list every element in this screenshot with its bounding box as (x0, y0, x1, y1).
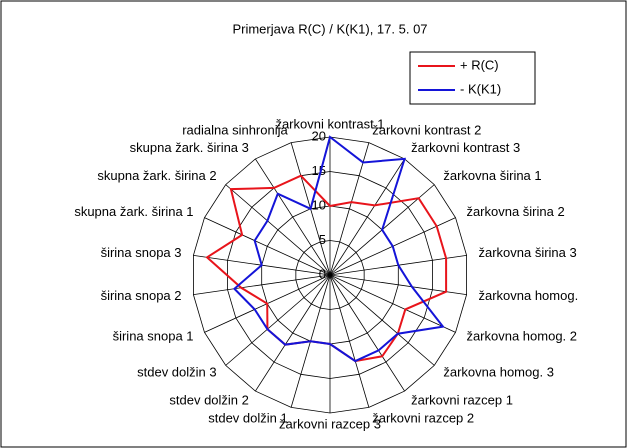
spoke (329, 274, 405, 392)
r-tick-label: 5 (319, 232, 326, 247)
spoke (193, 274, 331, 296)
legend-label: + R(C) (460, 57, 499, 72)
category-label: širina snopa 1 (113, 329, 194, 344)
category-label: žarkovna homog. 3 (443, 365, 554, 380)
category-label: skupna žark. širina 2 (97, 168, 216, 183)
series-line (232, 135, 445, 363)
spoke (225, 184, 331, 276)
category-label: stdev dolžin 1 (208, 410, 288, 425)
spoke (255, 158, 331, 276)
category-label: žarkovna širina 2 (466, 204, 564, 219)
category-label: žarkovni razcep 3 (279, 416, 381, 431)
spoke (255, 274, 331, 392)
chart-title: Primerjava R(C) / K(K1), 17. 5. 07 (232, 21, 427, 36)
category-label: žarkovna širina 3 (478, 245, 576, 260)
category-label: širina snopa 3 (101, 245, 182, 260)
spoke (329, 274, 456, 333)
category-label: stdev dolžin 3 (137, 365, 217, 380)
category-label: radialna sinhronija (182, 123, 288, 138)
category-label: žarkovna širina 1 (443, 168, 541, 183)
r-tick-label: 10 (312, 197, 326, 212)
category-label: žarkovna homog. 2 (466, 329, 577, 344)
r-tick-label: 20 (312, 128, 326, 143)
spoke (225, 274, 331, 366)
category-label: skupna žark. širina 3 (130, 140, 249, 155)
category-label: širina snopa 2 (101, 288, 182, 303)
category-label: žarkovni kontrast 1 (275, 116, 384, 131)
spoke (329, 158, 405, 276)
legend-label: - K(K1) (460, 81, 501, 96)
category-label: skupna žark. širina 1 (74, 204, 193, 219)
spoke (204, 217, 331, 276)
legend-box (409, 51, 536, 105)
category-label: žarkovni kontrast 2 (372, 123, 481, 138)
category-label: žarkovni razcep 1 (411, 393, 513, 408)
spoke (329, 142, 370, 276)
category-label: žarkovni kontrast 3 (411, 140, 520, 155)
category-label: stdev dolžin 2 (169, 393, 249, 408)
spoke (329, 274, 467, 296)
category-label: žarkovna homog. (478, 288, 578, 303)
spoke (329, 274, 370, 408)
category-label: žarkovni razcep 2 (372, 410, 474, 425)
spoke (329, 274, 435, 366)
